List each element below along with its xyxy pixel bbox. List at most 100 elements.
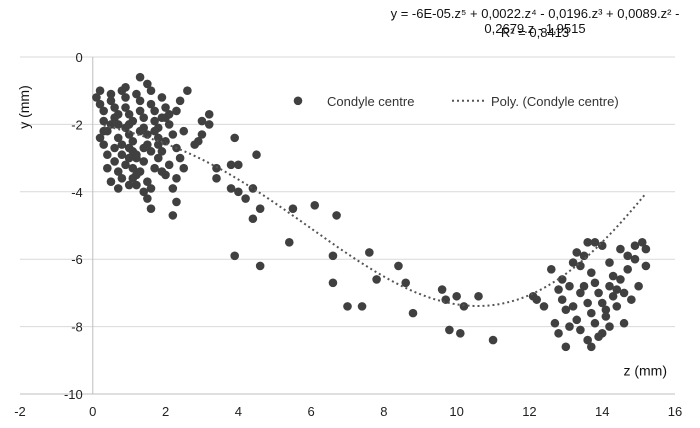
data-point <box>143 194 152 203</box>
data-point <box>568 302 578 311</box>
data-point <box>594 288 603 298</box>
data-point <box>212 174 221 183</box>
data-point <box>234 187 243 197</box>
data-point <box>168 211 178 220</box>
data-point <box>576 288 585 298</box>
data-point <box>641 261 651 271</box>
data-point <box>164 120 174 129</box>
data-point <box>117 140 127 149</box>
data-point <box>179 126 189 136</box>
x-tick-label: 12 <box>522 404 536 419</box>
data-point <box>150 116 159 126</box>
data-point <box>459 302 469 311</box>
data-point <box>474 291 483 301</box>
x-axis-title: z (mm) <box>623 362 667 378</box>
data-point <box>365 248 374 257</box>
data-point <box>601 305 611 315</box>
data-point <box>634 281 643 291</box>
data-point <box>106 96 116 106</box>
data-point <box>113 184 123 193</box>
data-point <box>328 251 338 261</box>
data-point <box>401 278 411 288</box>
data-point <box>605 281 614 291</box>
data-point <box>557 275 567 284</box>
y-tick-label: 0 <box>76 50 83 65</box>
data-point <box>623 251 632 261</box>
data-point <box>255 204 265 213</box>
data-point <box>135 106 145 116</box>
data-point <box>146 99 156 109</box>
data-point <box>168 184 178 193</box>
x-tick-label: 2 <box>162 404 169 419</box>
data-point <box>132 180 141 190</box>
data-point <box>157 147 167 156</box>
data-point <box>590 318 600 328</box>
data-point <box>572 248 582 257</box>
data-point <box>372 275 381 284</box>
data-point <box>230 133 239 143</box>
y-axis-title: y (mm) <box>16 85 32 129</box>
data-point <box>146 86 156 95</box>
data-point <box>121 93 130 102</box>
x-tick-label: 6 <box>307 404 314 419</box>
data-point <box>128 163 138 173</box>
data-point <box>557 295 567 304</box>
data-point <box>565 322 574 331</box>
data-point <box>408 308 418 318</box>
data-point <box>488 335 498 345</box>
data-point <box>95 86 105 95</box>
data-point <box>608 291 618 301</box>
data-point <box>197 130 207 139</box>
x-tick-label: 16 <box>668 404 682 419</box>
data-point <box>106 177 116 186</box>
data-point <box>194 136 203 146</box>
data-point <box>121 123 130 133</box>
data-point <box>579 281 589 291</box>
data-point <box>579 251 589 261</box>
data-point <box>601 312 611 321</box>
data-point <box>121 103 130 112</box>
data-point <box>394 261 403 271</box>
data-point <box>157 167 167 176</box>
data-point <box>99 116 108 126</box>
data-point <box>153 133 163 143</box>
data-point <box>168 130 178 139</box>
data-point <box>110 103 119 112</box>
data-point <box>164 109 174 119</box>
data-point <box>234 160 243 170</box>
data-point <box>132 89 141 99</box>
data-point <box>143 130 152 139</box>
data-point <box>183 86 192 95</box>
data-point <box>146 184 156 193</box>
x-tick-label: 10 <box>449 404 463 419</box>
data-point <box>248 214 258 224</box>
data-point <box>587 308 596 318</box>
data-point <box>630 241 640 251</box>
data-point <box>124 143 134 153</box>
data-point <box>135 126 145 136</box>
data-point <box>630 254 640 264</box>
data-point <box>583 335 592 345</box>
data-point <box>288 204 298 213</box>
data-point <box>226 184 236 193</box>
data-point <box>554 329 563 338</box>
data-point <box>590 278 600 288</box>
data-point <box>121 83 130 92</box>
data-point <box>437 285 447 294</box>
data-point <box>157 93 167 102</box>
data-point <box>619 318 629 328</box>
data-point <box>113 120 123 129</box>
data-point <box>328 278 338 288</box>
data-point <box>110 143 119 153</box>
data-point <box>132 170 141 180</box>
data-point <box>554 285 563 294</box>
data-point <box>124 109 134 119</box>
data-point <box>568 258 578 267</box>
data-point <box>139 157 149 166</box>
data-point <box>226 160 236 170</box>
data-point <box>135 96 145 106</box>
data-point <box>153 153 163 163</box>
data-point <box>623 265 632 274</box>
data-point <box>117 174 127 183</box>
data-point <box>139 113 149 122</box>
